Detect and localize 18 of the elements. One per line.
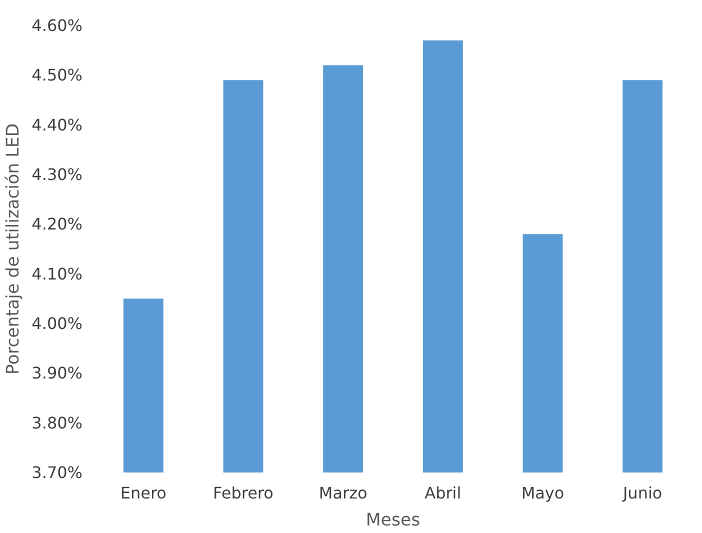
y-tick-label: 4.10% bbox=[32, 264, 82, 284]
y-tick-label: 4.20% bbox=[32, 214, 82, 234]
x-tick-label: Abril bbox=[424, 484, 462, 502]
x-axis-title: Meses bbox=[366, 510, 420, 530]
x-tick-label: Junio bbox=[622, 484, 662, 502]
y-axis-title: Porcentaje de utilización LED bbox=[4, 123, 24, 375]
x-tick-label: Febrero bbox=[213, 484, 274, 502]
y-tick-label: 4.60% bbox=[32, 16, 82, 35]
y-tick-label: 4.50% bbox=[32, 66, 82, 85]
x-tick-label: Enero bbox=[120, 484, 166, 502]
y-tick-label: 3.80% bbox=[32, 413, 82, 432]
x-tick-label: Mayo bbox=[521, 484, 564, 502]
x-tick-label: Marzo bbox=[318, 484, 368, 502]
y-tick-label: 4.30% bbox=[32, 165, 82, 184]
y-tick-label: 4.00% bbox=[32, 314, 82, 333]
y-tick-label: 3.90% bbox=[32, 364, 82, 383]
y-tick-label: 3.70% bbox=[32, 463, 82, 482]
y-tick-label: 4.40% bbox=[32, 115, 82, 134]
